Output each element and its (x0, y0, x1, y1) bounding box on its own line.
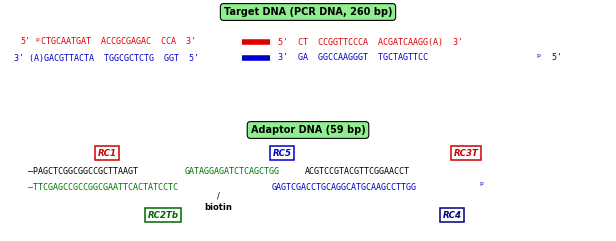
Text: RC5: RC5 (272, 148, 291, 158)
Text: ACGTCCGTACGTTCGGAACCT: ACGTCCGTACGTTCGGAACCT (305, 167, 410, 176)
Text: –PAGCTCGGCGGCCGCTTAAGT: –PAGCTCGGCGGCCGCTTAAGT (28, 167, 138, 176)
Text: 3' (A)GACGTTACTA  TGGCGCTCTG  GGT  5': 3' (A)GACGTTACTA TGGCGCTCTG GGT 5' (14, 54, 199, 62)
Text: /: / (217, 192, 219, 201)
Text: Adaptor DNA (59 bp): Adaptor DNA (59 bp) (251, 125, 365, 135)
Text: 5': 5' (542, 54, 562, 62)
Text: Target DNA (PCR DNA, 260 bp): Target DNA (PCR DNA, 260 bp) (224, 7, 392, 17)
Text: GAGTCGACCTGCAGGCATGCAAGCCTTGG: GAGTCGACCTGCAGGCATGCAAGCCTTGG (272, 183, 417, 193)
Text: p: p (479, 181, 483, 187)
Text: –TTCGAGCCGCCGGCGAATTCACTATCCTC: –TTCGAGCCGCCGGCGAATTCACTATCCTC (28, 183, 178, 193)
Text: biotin: biotin (204, 203, 232, 213)
Text: p: p (536, 53, 540, 58)
Text: 5': 5' (20, 38, 30, 47)
Text: 5'  CT  CCGGTTCCCA  ACGATCAAGG(A)  3': 5' CT CCGGTTCCCA ACGATCAAGG(A) 3' (278, 38, 463, 47)
Text: GATAGGAGATCTCAGCTGG: GATAGGAGATCTCAGCTGG (185, 167, 280, 176)
Text: 3'  GA  GGCCAAGGGT  TGCTAGTTCC: 3' GA GGCCAAGGGT TGCTAGTTCC (278, 54, 428, 62)
Text: RC1: RC1 (97, 148, 116, 158)
Text: CTGCAATGAT  ACCGCGAGAC  CCA  3': CTGCAATGAT ACCGCGAGAC CCA 3' (41, 38, 196, 47)
Text: p: p (35, 36, 39, 41)
Text: RC2Tb: RC2Tb (147, 210, 179, 220)
Text: RC4: RC4 (442, 210, 461, 220)
Text: RC3T: RC3T (453, 148, 479, 158)
